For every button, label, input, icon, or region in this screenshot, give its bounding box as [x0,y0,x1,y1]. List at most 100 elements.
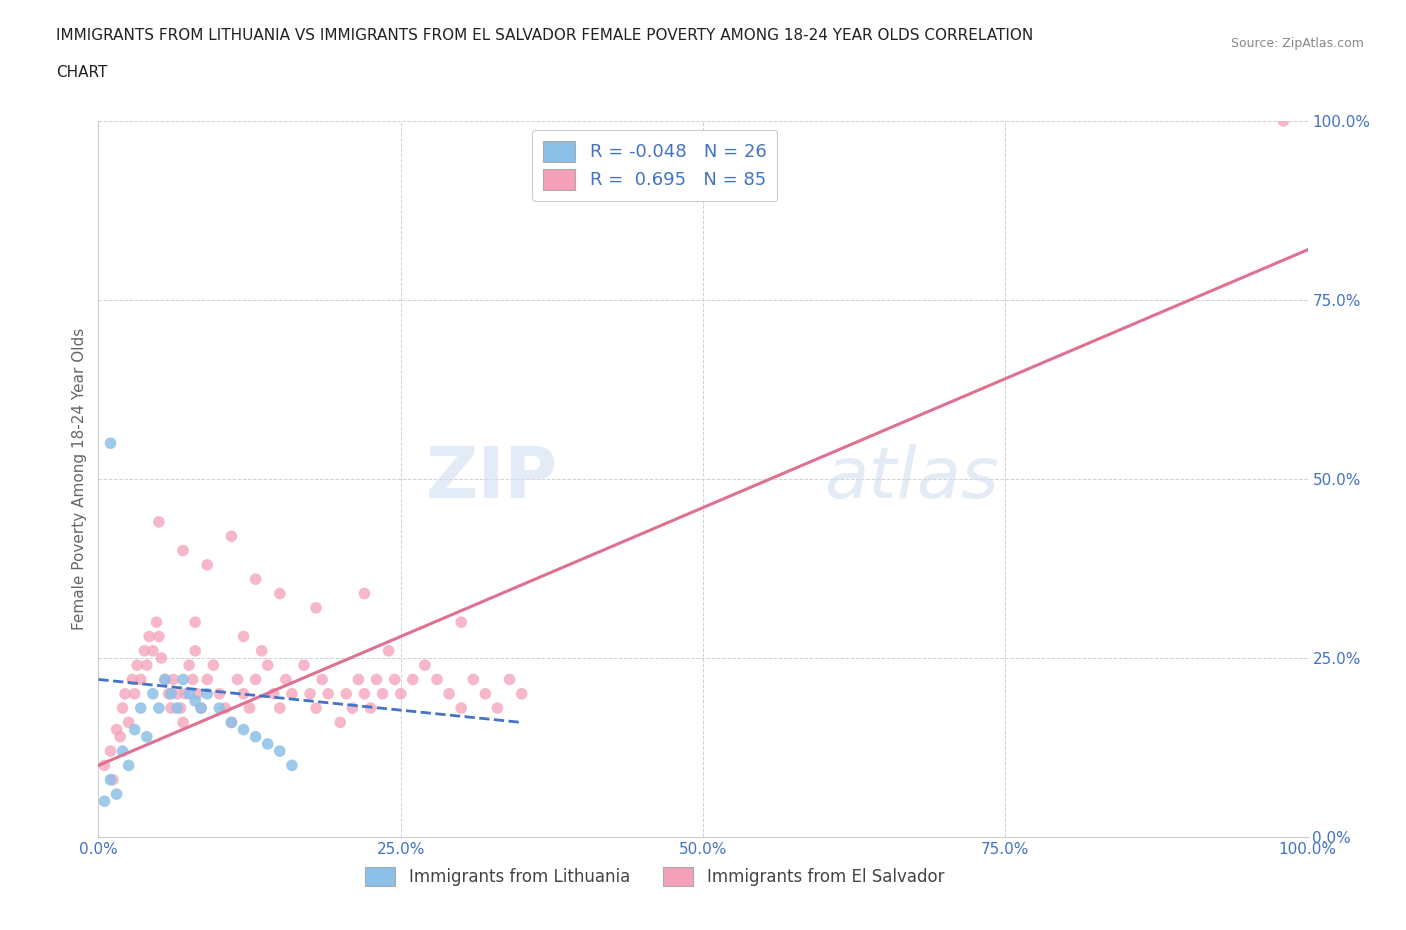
Point [256,658,278,672]
Point [150,651,173,666]
Point [108,729,131,744]
Point [353,686,375,701]
Point [221,529,243,544]
Point [214,700,236,715]
Point [239,700,262,715]
Point [138,629,160,644]
Point [384,672,406,687]
Point [377,644,399,658]
Point [195,686,218,701]
Point [124,722,146,737]
Point [245,729,267,744]
Point [450,615,472,630]
Point [160,686,183,701]
Point [127,658,149,672]
Point [100,772,122,787]
Point [329,715,352,730]
Point [124,686,146,701]
Text: CHART: CHART [56,65,108,80]
Point [269,744,291,759]
Point [208,700,231,715]
Point [256,737,278,751]
Point [190,700,212,715]
Legend: Immigrants from Lithuania, Immigrants from El Salvador: Immigrants from Lithuania, Immigrants fr… [359,860,950,893]
Point [172,672,194,687]
Point [105,787,128,802]
Point [342,700,364,715]
Point [135,729,157,744]
Point [299,686,322,701]
Point [118,758,141,773]
Point [142,644,165,658]
Point [190,700,212,715]
Point [281,686,304,701]
Point [166,686,188,701]
Point [281,758,304,773]
Point [486,700,509,715]
Point [208,686,231,701]
Point [195,557,218,572]
Point [118,715,141,730]
Point [179,658,201,672]
Point [263,686,285,701]
Point [142,686,165,701]
Point [437,686,460,701]
Text: atlas: atlas [824,445,998,513]
Point [316,686,339,701]
Point [232,629,254,644]
Point [148,514,170,529]
Point [232,686,254,701]
Point [153,672,176,687]
Text: IMMIGRANTS FROM LITHUANIA VS IMMIGRANTS FROM EL SALVADOR FEMALE POVERTY AMONG 18: IMMIGRANTS FROM LITHUANIA VS IMMIGRANTS … [56,28,1033,43]
Point [105,722,128,737]
Point [111,744,134,759]
Point [174,686,197,701]
Point [184,694,207,709]
Point [202,658,225,672]
Point [166,700,188,715]
Point [157,686,180,701]
Point [305,601,328,616]
Point [245,672,267,687]
Point [181,672,204,687]
Point [187,686,209,701]
Point [169,700,191,715]
Point [498,672,520,687]
Point [148,700,170,715]
Point [402,672,425,687]
Point [184,615,207,630]
Point [195,672,218,687]
Point [101,772,124,787]
Text: Source: ZipAtlas.com: Source: ZipAtlas.com [1230,37,1364,50]
Point [232,722,254,737]
Point [226,672,249,687]
Point [160,700,183,715]
Point [371,686,394,701]
Point [360,700,382,715]
Point [172,715,194,730]
Point [347,672,370,687]
Point [450,700,472,715]
Point [245,572,267,587]
Point [413,658,436,672]
Point [510,686,533,701]
Point [311,672,333,687]
Point [1272,113,1295,128]
Point [353,586,375,601]
Point [389,686,412,701]
Point [335,686,357,701]
Point [463,672,485,687]
Point [269,700,291,715]
Point [221,715,243,730]
Point [269,586,291,601]
Point [426,672,449,687]
Point [172,543,194,558]
Point [162,672,184,687]
Point [250,644,273,658]
Point [114,686,136,701]
Point [100,435,122,450]
Point [153,672,176,687]
Point [148,629,170,644]
Point [221,715,243,730]
Point [100,744,122,759]
